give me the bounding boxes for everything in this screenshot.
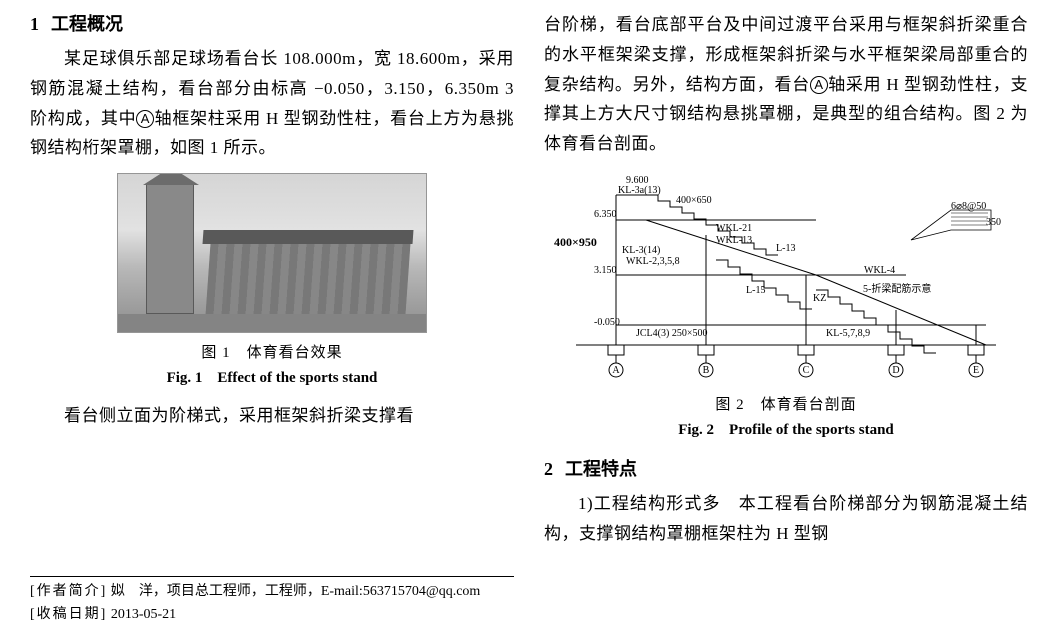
svg-text:B: B [703, 365, 710, 376]
svg-text:D: D [892, 365, 899, 376]
dl-wkl4: WKL-4 [864, 265, 895, 276]
date-note: [收稿日期] 2013-05-21 [30, 604, 514, 626]
figure-2-diagram: A B C D E [556, 165, 1016, 385]
dl-kl3a: KL-3a(13) [618, 185, 661, 196]
dl-400x650: 400×650 [676, 195, 712, 206]
figure-1: 图 1 体育看台效果 Fig. 1 Effect of the sports s… [117, 173, 427, 387]
author-note: [作者简介] 姒 洋，项目总工程师，工程师，E-mail:563715704@q… [30, 581, 514, 603]
author-label: [作者简介] [30, 584, 107, 599]
two-column-layout: 1 工程概况 某足球俱乐部足球场看台长 108.000m，宽 18.600m，采用… [30, 10, 1028, 626]
section-1-title: 1 工程概况 [30, 10, 514, 36]
dl-6350: 6.350 [594, 209, 617, 220]
dl-wkl13: WKL-13 [716, 235, 752, 246]
figure-2-caption-en: Fig. 2 Profile of the sports stand [678, 418, 894, 439]
left-column: 1 工程概况 某足球俱乐部足球场看台长 108.000m，宽 18.600m，采用… [30, 10, 514, 626]
dl-kz: KZ [813, 293, 826, 304]
figure-2: A B C D E [556, 161, 1016, 439]
section-2-number: 2 [544, 459, 553, 479]
dl-350: 350 [986, 217, 1001, 228]
section-1-number: 1 [30, 14, 39, 34]
right-paragraph-1: 台阶梯，看台底部平台及中间过渡平台采用与框架斜折梁重合的水平框架梁支撑，形成框架… [544, 10, 1028, 159]
right-paragraph-2: 1)工程结构形式多 本工程看台阶梯部分为钢筋混凝土结构，支撑钢结构罩棚框架柱为 … [544, 489, 1028, 549]
date-text: 2013-05-21 [111, 607, 176, 622]
left-paragraph-1: 某足球俱乐部足球场看台长 108.000m，宽 18.600m，采用钢筋混凝土结… [30, 44, 514, 163]
dl-400x950: 400×950 [554, 235, 597, 250]
dl-l15: L-15 [746, 285, 765, 296]
date-label: [收稿日期] [30, 607, 107, 622]
dl-3150: 3.150 [594, 265, 617, 276]
footnotes: [作者简介] 姒 洋，项目总工程师，工程师，E-mail:563715704@q… [30, 576, 514, 626]
dl-jcl4: JCL4(3) 250×500 [636, 328, 707, 339]
dl-kl314: KL-3(14) [622, 245, 660, 256]
section-2-title: 2 工程特点 [544, 455, 1028, 481]
svg-text:A: A [612, 365, 620, 376]
dl-kl5789: KL-5,7,8,9 [826, 328, 870, 339]
section-2-heading: 工程特点 [565, 459, 637, 479]
dl-wkl21: WKL-21 [716, 223, 752, 234]
figure-1-image [117, 173, 427, 333]
dl-wkl2358: WKL-2,3,5,8 [626, 256, 680, 267]
figure-1-caption-cn: 图 1 体育看台效果 [201, 341, 342, 362]
author-text: 姒 洋，项目总工程师，工程师，E-mail:563715704@qq.com [111, 584, 480, 599]
right-column: 台阶梯，看台底部平台及中间过渡平台采用与框架斜折梁重合的水平框架梁支撑，形成框架… [544, 10, 1028, 626]
figure-1-caption-en: Fig. 1 Effect of the sports stand [167, 366, 378, 387]
figure-2-caption-cn: 图 2 体育看台剖面 [715, 393, 856, 414]
svg-text:E: E [973, 365, 979, 376]
svg-text:C: C [803, 365, 810, 376]
dl-6d8: 6⌀8@50 [951, 201, 986, 212]
axis-a-icon: A [136, 110, 154, 128]
axis-a-icon-2: A [810, 76, 828, 94]
dl-detail: 5-折梁配筋示意 [863, 280, 931, 295]
left-paragraph-2: 看台侧立面为阶梯式，采用框架斜折梁支撑看 [30, 401, 514, 431]
dl-n0050: -0.050 [594, 317, 620, 328]
section-1-heading: 工程概况 [51, 14, 123, 34]
